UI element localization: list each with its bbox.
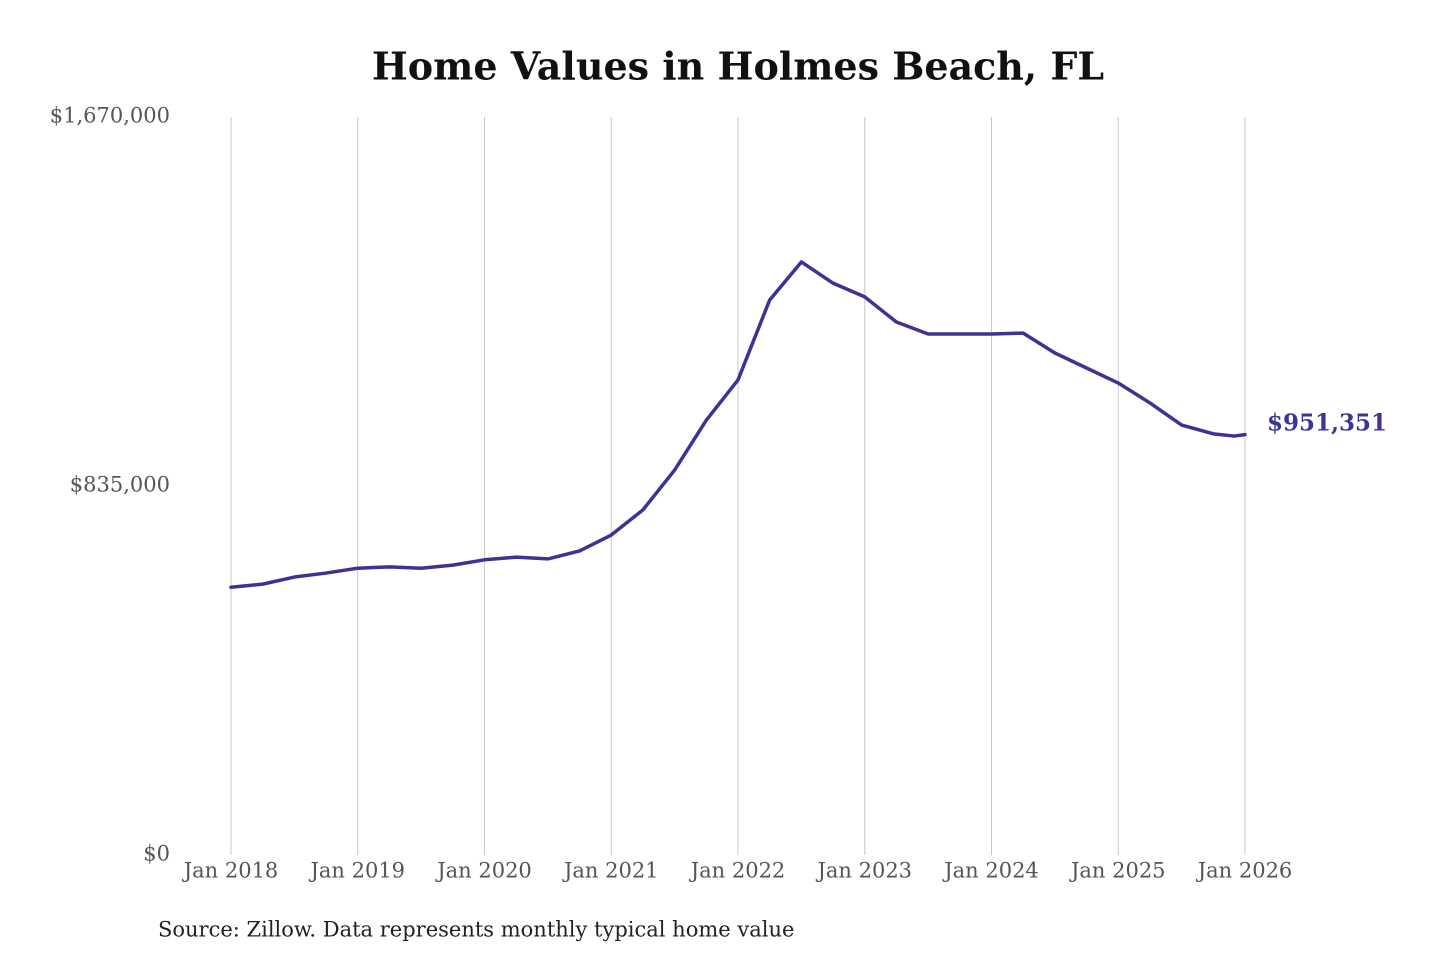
line (229, 260, 1247, 589)
y-tick-label: $0 (143, 842, 170, 866)
x-tick-label: Jan 2025 (1069, 859, 1166, 883)
data-label: $951,351 (1267, 410, 1387, 437)
x-tick-label: Jan 2018 (182, 859, 279, 883)
x-tick-label: Jan 2021 (562, 859, 659, 883)
x-tick-label: Jan 2022 (689, 859, 786, 883)
x-tick-label: Jan 2026 (1196, 859, 1293, 883)
source-note: Source: Zillow. Data represents monthly … (158, 918, 794, 942)
x-tick-label: Jan 2024 (942, 859, 1039, 883)
x-tick-label: Jan 2023 (815, 859, 912, 883)
chart-title: Home Values in Holmes Beach, FL (372, 44, 1104, 89)
x-tick-label: Jan 2020 (435, 859, 532, 883)
y-tick-label: $835,000 (70, 473, 170, 497)
x-tick-label: Jan 2019 (308, 859, 405, 883)
y-tick-label: $1,670,000 (50, 104, 170, 128)
